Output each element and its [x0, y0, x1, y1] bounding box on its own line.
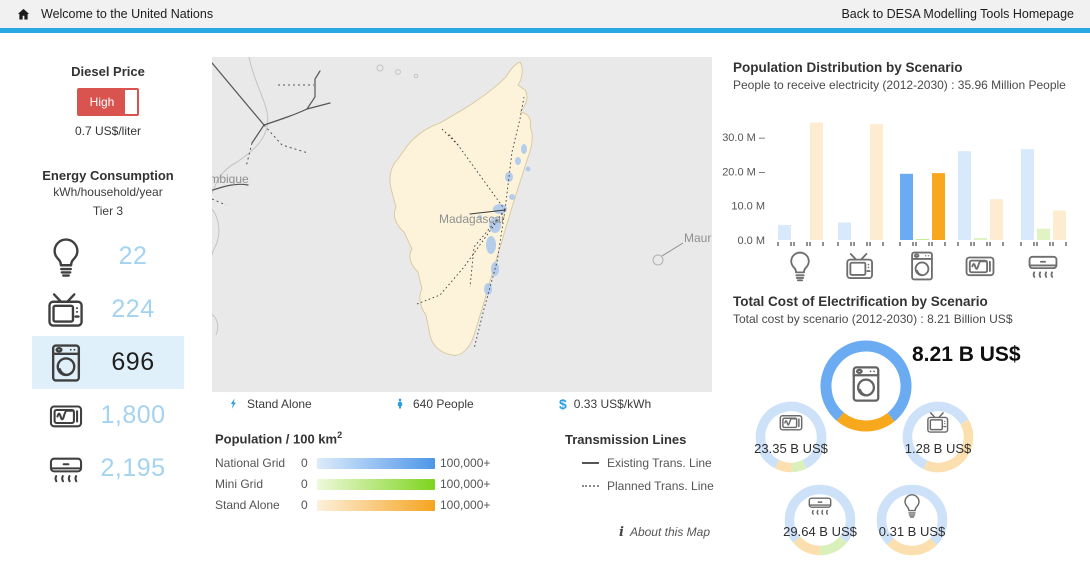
appliance-row-oven[interactable]: 1,800 [32, 389, 184, 442]
svg-text:20.0 M –: 20.0 M – [722, 166, 766, 178]
selected-cost-value: 8.21 B US$ [912, 343, 1021, 366]
map-label-mozambique: Mozambique [212, 172, 249, 186]
population-distribution-header: Population Distribution by Scenario Peop… [733, 60, 1078, 92]
population-bar-chart: 0.0 M 10.0 M 20.0 M – 30.0 M – [722, 122, 1067, 282]
info-icon: i [619, 525, 624, 540]
svg-text:30.0 M –: 30.0 M – [722, 132, 766, 144]
svg-text:10.0 M: 10.0 M [731, 201, 765, 213]
air-conditioner-icon [807, 492, 834, 519]
cost-donut-tv: 1.28 B US$ [901, 400, 975, 474]
topbar-title: Welcome to the United Nations [41, 7, 214, 21]
tv-icon [44, 288, 88, 332]
appliance-row-washing-machine[interactable]: 696 [32, 336, 184, 389]
cost-value-lightbulb: 0.31 B US$ [878, 524, 946, 539]
energy-consumption-title: Energy Consumption [42, 168, 174, 183]
appliance-row-air-conditioner[interactable]: 2,195 [32, 442, 184, 495]
oven-icon [44, 397, 88, 435]
appliance-value: 224 [111, 295, 155, 323]
legend-row-mini-grid: Mini Grid 0 100,000+ [215, 477, 491, 492]
diesel-price-title: Diesel Price [71, 64, 145, 79]
solid-line-icon [582, 462, 599, 464]
appliance-value: 1,800 [100, 401, 166, 429]
total-cost-title: Total Cost of Electrification by Scenari… [733, 294, 988, 309]
svg-text:0.0 M: 0.0 M [737, 235, 765, 247]
population-distribution-title: Population Distribution by Scenario [733, 60, 963, 75]
stat-people: 640 People [394, 396, 474, 411]
transmission-legend: Transmission Lines Existing Trans. Line … [565, 432, 715, 493]
washing-machine-icon [845, 363, 887, 405]
madagascar-map[interactable]: Mozambique Madagascar Mauritius [212, 57, 712, 392]
diesel-toggle-label: High [89, 95, 115, 109]
back-to-desa-link[interactable]: Back to DESA Modelling Tools Homepage [841, 7, 1074, 21]
map-stats-row: Stand Alone 640 People $ 0.33 US$/kWh [212, 396, 712, 414]
legend-row-stand-alone: Stand Alone 0 100,000+ [215, 498, 491, 513]
legend-planned-line: Planned Trans. Line [565, 479, 715, 493]
national-grid-population [478, 144, 531, 295]
cost-donut-air-conditioner: 29.64 B US$ [783, 483, 857, 557]
gradient-bar-stand-alone [317, 499, 435, 511]
planned-transmission-lines [212, 84, 314, 206]
cost-value-air-conditioner: 29.64 B US$ [783, 524, 857, 539]
appliance-row-lightbulb[interactable]: 22 [32, 230, 184, 283]
appliance-value: 2,195 [100, 454, 166, 482]
scenario-sidebar: Diesel Price High 0.7 US$/liter Energy C… [32, 64, 184, 495]
washing-machine-icon [44, 341, 88, 385]
cost-donut-oven: 23.35 B US$ [754, 400, 828, 474]
cost-donut-lightbulb: 0.31 B US$ [875, 483, 949, 557]
total-cost-subtitle: Total cost by scenario (2012-2030) : 8.2… [733, 312, 1013, 326]
map-label-mauritius: Mauritius [684, 231, 712, 245]
cost-value-tv: 1.28 B US$ [904, 441, 972, 456]
dashed-line-icon [582, 485, 599, 487]
appliance-scenario-list: 22 224 696 1,800 2,195 [32, 230, 184, 495]
home-icon[interactable] [16, 7, 31, 22]
person-icon [397, 398, 403, 409]
stat-stand-alone: Stand Alone [228, 396, 312, 411]
existing-transmission-lines [212, 62, 331, 191]
diesel-price-toggle[interactable]: High [77, 88, 139, 116]
madagascar-island [389, 61, 533, 356]
energy-tier: Tier 3 [92, 204, 124, 218]
stat-cost-per-kwh: $ 0.33 US$/kWh [559, 396, 652, 412]
mauritius-island [652, 242, 684, 266]
appliance-row-tv[interactable]: 224 [32, 283, 184, 336]
gradient-bar-mini-grid [317, 478, 435, 490]
population-legend: Population / 100 km2 National Grid 0 100… [215, 430, 491, 515]
accent-divider [0, 28, 1090, 33]
transmission-legend-title: Transmission Lines [565, 432, 687, 447]
about-this-map-link[interactable]: i About this Map [619, 525, 710, 540]
map-label-madagascar: Madagascar [439, 212, 505, 226]
population-legend-title: Population / 100 km2 [215, 430, 343, 447]
cost-donut-washing-machine [818, 338, 914, 434]
total-cost-header: Total Cost of Electrification by Scenari… [733, 294, 1078, 326]
lightbulb-icon [44, 235, 88, 279]
gradient-bar-national-grid [317, 457, 435, 469]
legend-row-national-grid: National Grid 0 100,000+ [215, 456, 491, 471]
dollar-icon: $ [559, 396, 567, 412]
air-conditioner-icon [44, 450, 88, 488]
diesel-toggle-knob [125, 90, 137, 114]
bolt-icon [230, 398, 236, 409]
tv-icon [925, 409, 952, 436]
topbar: Welcome to the United Nations Back to DE… [0, 0, 1090, 28]
diesel-price-value: 0.7 US$/liter [74, 124, 142, 138]
appliance-value: 22 [118, 242, 148, 270]
legend-existing-line: Existing Trans. Line [565, 456, 715, 470]
population-distribution-subtitle: People to receive electricity (2012-2030… [733, 78, 1066, 92]
lightbulb-icon [899, 492, 926, 519]
cost-value-oven: 23.35 B US$ [754, 441, 828, 456]
appliance-value: 696 [111, 348, 155, 376]
oven-icon [778, 409, 805, 436]
energy-consumption-unit: kWh/household/year [53, 185, 163, 199]
